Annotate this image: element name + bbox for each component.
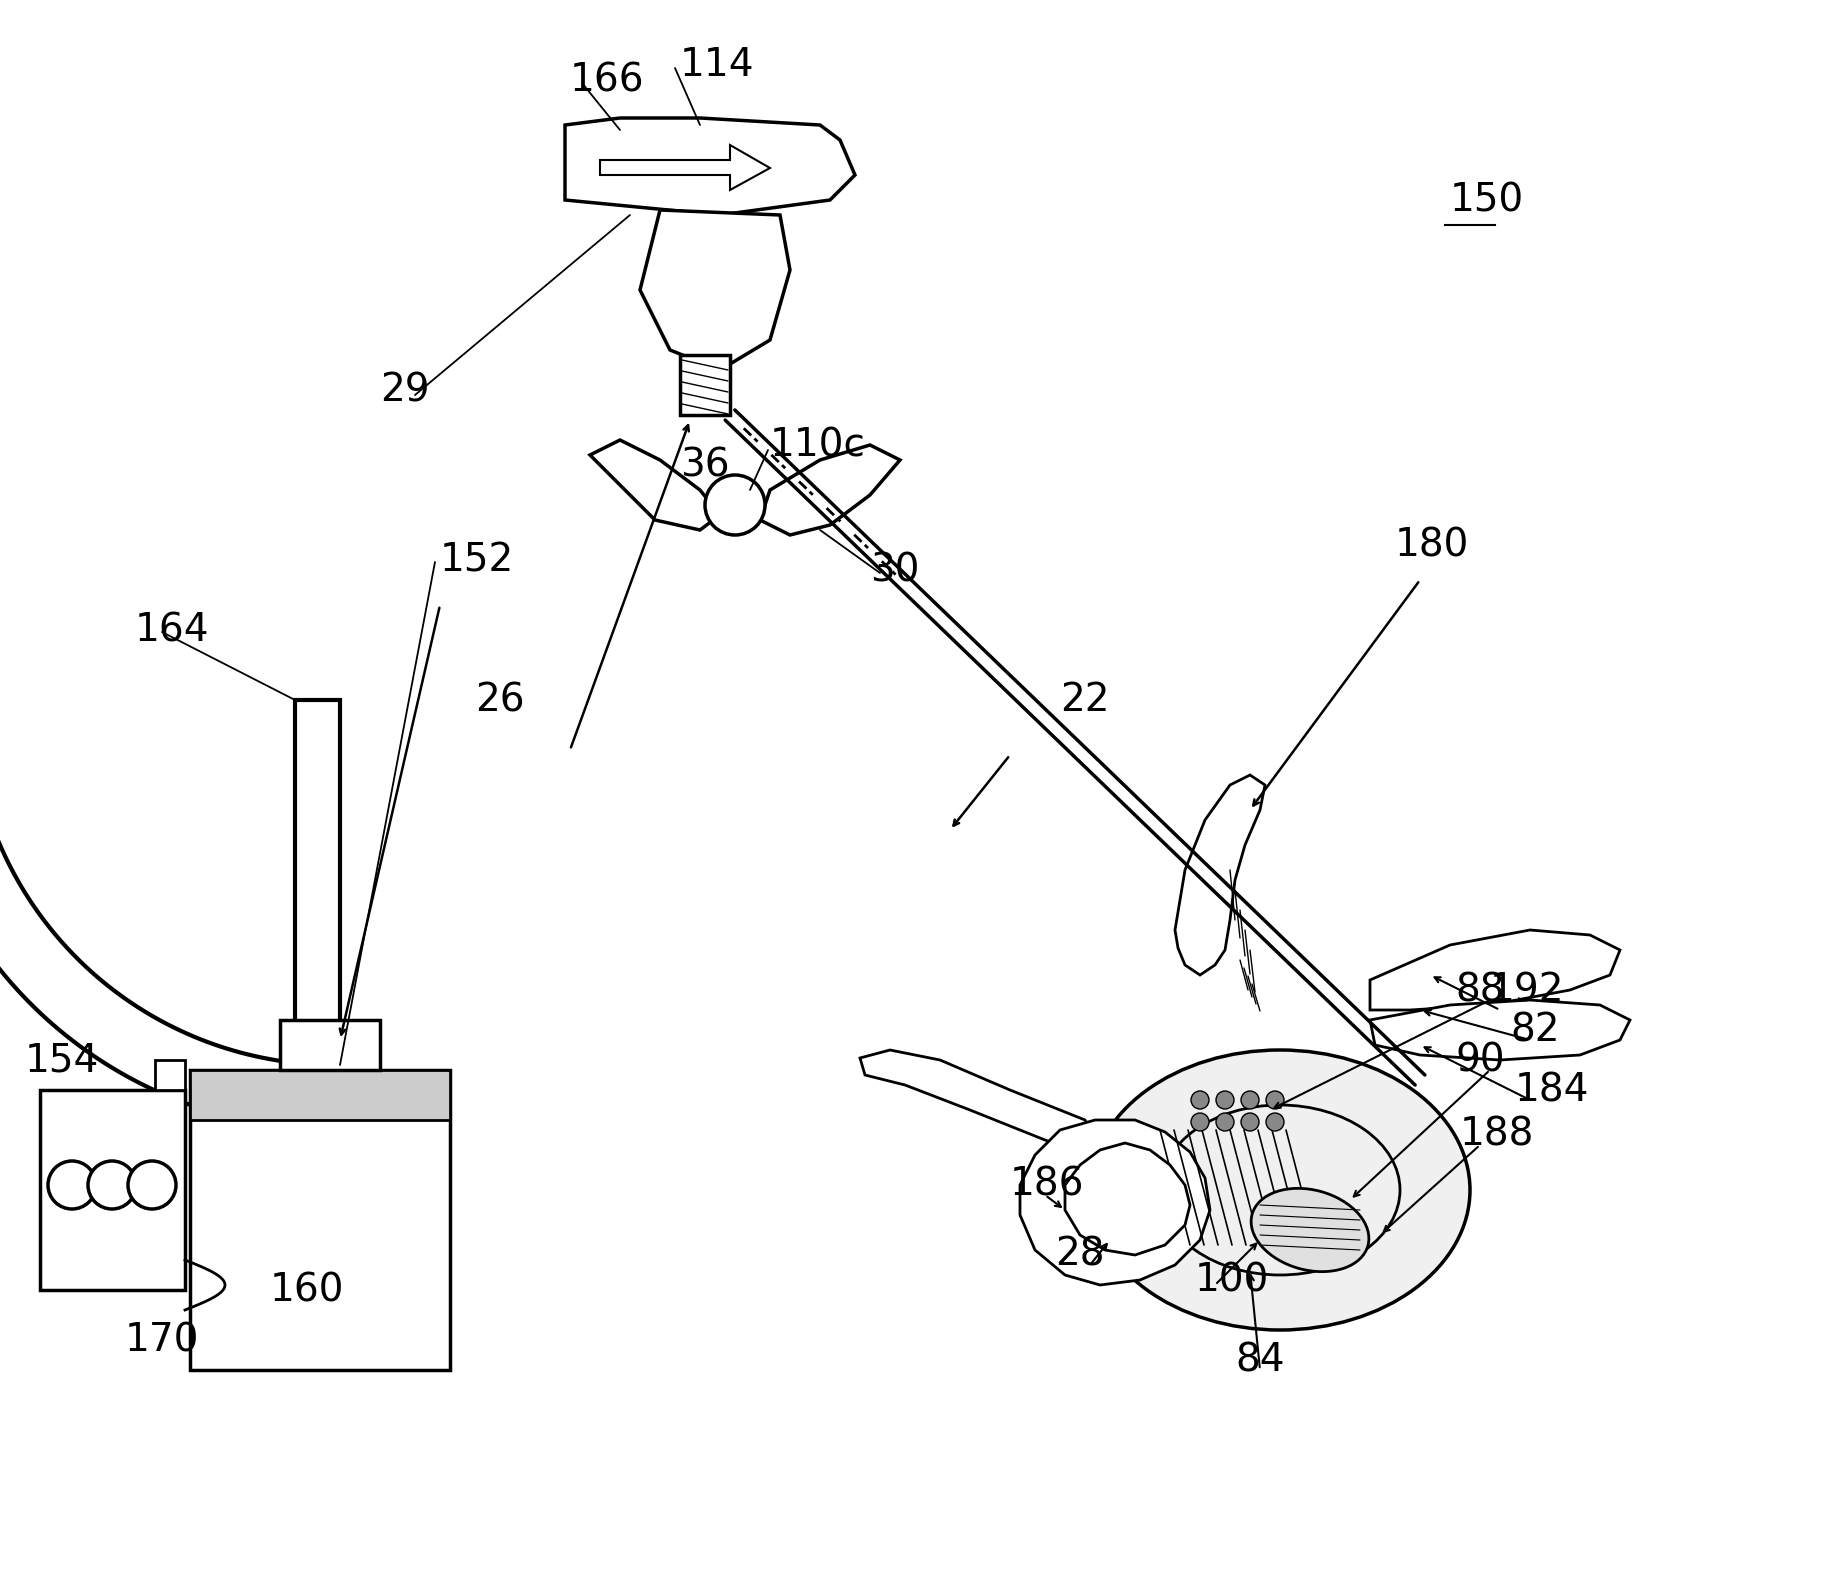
Circle shape bbox=[48, 1162, 96, 1209]
Polygon shape bbox=[679, 356, 729, 416]
Circle shape bbox=[705, 475, 764, 535]
Text: 29: 29 bbox=[380, 371, 430, 409]
Polygon shape bbox=[190, 1070, 450, 1121]
Text: 36: 36 bbox=[679, 445, 729, 483]
Text: 110c: 110c bbox=[770, 427, 866, 464]
Text: 114: 114 bbox=[679, 46, 755, 83]
Text: 28: 28 bbox=[1056, 1236, 1104, 1273]
Polygon shape bbox=[0, 700, 334, 1130]
Polygon shape bbox=[190, 1070, 450, 1369]
Polygon shape bbox=[565, 118, 855, 216]
Text: 154: 154 bbox=[26, 1040, 100, 1080]
Text: 90: 90 bbox=[1455, 1040, 1504, 1080]
Polygon shape bbox=[41, 1091, 185, 1291]
Polygon shape bbox=[591, 441, 720, 530]
Text: 192: 192 bbox=[1490, 971, 1565, 1009]
Text: 22: 22 bbox=[1060, 682, 1109, 719]
Text: 88: 88 bbox=[1455, 971, 1504, 1009]
Polygon shape bbox=[281, 1020, 380, 1070]
Polygon shape bbox=[761, 445, 901, 535]
Circle shape bbox=[1266, 1113, 1285, 1132]
Circle shape bbox=[1217, 1091, 1233, 1110]
Text: 164: 164 bbox=[135, 611, 209, 648]
Text: 170: 170 bbox=[126, 1321, 199, 1358]
Polygon shape bbox=[155, 1059, 185, 1091]
Text: 26: 26 bbox=[474, 682, 524, 719]
Text: 166: 166 bbox=[570, 61, 644, 99]
Ellipse shape bbox=[1089, 1050, 1469, 1330]
Polygon shape bbox=[282, 1045, 353, 1066]
Text: 180: 180 bbox=[1396, 526, 1469, 563]
Circle shape bbox=[1241, 1091, 1259, 1110]
Polygon shape bbox=[1176, 774, 1265, 974]
Text: 188: 188 bbox=[1460, 1116, 1534, 1154]
Circle shape bbox=[1191, 1091, 1209, 1110]
Text: 82: 82 bbox=[1510, 1011, 1560, 1048]
Polygon shape bbox=[1370, 999, 1630, 1059]
Polygon shape bbox=[600, 145, 770, 190]
Text: 152: 152 bbox=[439, 541, 515, 579]
Polygon shape bbox=[860, 1050, 1095, 1155]
Circle shape bbox=[127, 1162, 175, 1209]
Polygon shape bbox=[295, 700, 340, 1050]
Text: 160: 160 bbox=[270, 1270, 345, 1310]
Polygon shape bbox=[1065, 1143, 1191, 1254]
Ellipse shape bbox=[1252, 1188, 1370, 1272]
Circle shape bbox=[1266, 1091, 1285, 1110]
Circle shape bbox=[1217, 1113, 1233, 1132]
Circle shape bbox=[1191, 1113, 1209, 1132]
Polygon shape bbox=[1370, 930, 1621, 1011]
Text: 100: 100 bbox=[1194, 1261, 1270, 1299]
Text: 184: 184 bbox=[1516, 1070, 1589, 1110]
Text: 150: 150 bbox=[1449, 181, 1525, 219]
Polygon shape bbox=[1021, 1121, 1209, 1284]
Text: 30: 30 bbox=[869, 551, 919, 589]
Text: 186: 186 bbox=[1010, 1166, 1084, 1204]
Circle shape bbox=[89, 1162, 137, 1209]
Polygon shape bbox=[641, 209, 790, 370]
Circle shape bbox=[1241, 1113, 1259, 1132]
Text: 84: 84 bbox=[1235, 1341, 1285, 1379]
